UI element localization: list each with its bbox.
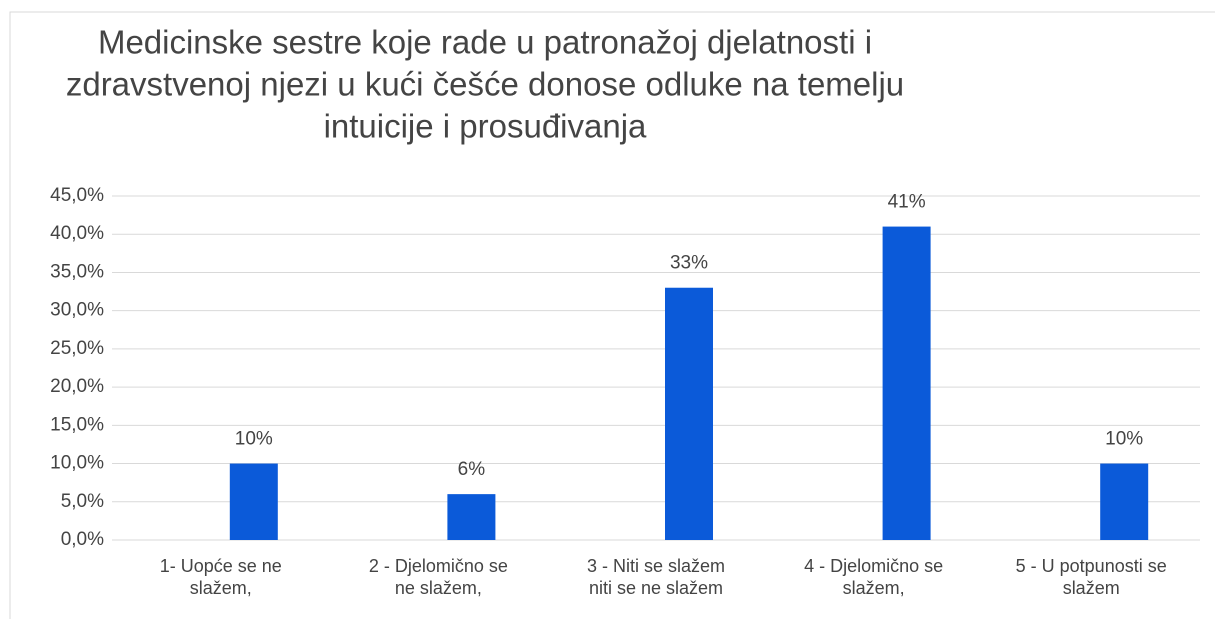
y-tick-label: 25,0% (50, 338, 104, 359)
y-tick-label: 5,0% (61, 491, 104, 512)
bar (229, 463, 278, 540)
value-label: 10% (235, 429, 273, 450)
y-tick-label: 15,0% (50, 414, 104, 435)
y-tick-label: 30,0% (50, 300, 104, 321)
x-tick-label: 3 - Niti se slažem (587, 556, 725, 576)
x-tick-label: 4 - Djelomično se (804, 556, 943, 576)
x-tick-label: niti se ne slažem (589, 578, 723, 598)
x-tick-label: slažem (1063, 578, 1120, 598)
y-tick-label: 40,0% (50, 223, 104, 244)
value-label: 10% (1105, 429, 1143, 450)
x-tick-label: 1- Uopće se ne (160, 556, 282, 576)
chart-title: intuicije i prosuđivanja (324, 108, 647, 145)
value-label: 33% (670, 253, 708, 274)
x-tick-label: slažem, (843, 578, 905, 598)
x-tick-label: 5 - U potpunosti se (1016, 556, 1167, 576)
y-tick-label: 10,0% (50, 453, 104, 474)
y-tick-label: 45,0% (50, 185, 104, 206)
y-tick-label: 20,0% (50, 376, 104, 397)
y-tick-label: 35,0% (50, 261, 104, 282)
chart-title: zdravstvenoj njezi u kući češće donose o… (66, 66, 904, 103)
chart-title: Medicinske sestre koje rade u patronažoj… (98, 24, 872, 61)
value-label: 41% (888, 192, 926, 213)
bar (1100, 463, 1149, 540)
chart-frame (9, 11, 1215, 619)
bar (665, 287, 713, 540)
value-label: 6% (458, 459, 486, 480)
y-tick-label: 0,0% (61, 529, 104, 550)
bar (447, 494, 496, 540)
x-tick-label: ne slažem, (395, 578, 482, 598)
bar (882, 226, 931, 541)
x-tick-label: 2 - Djelomično se (369, 556, 508, 576)
x-tick-label: slažem, (190, 578, 252, 598)
